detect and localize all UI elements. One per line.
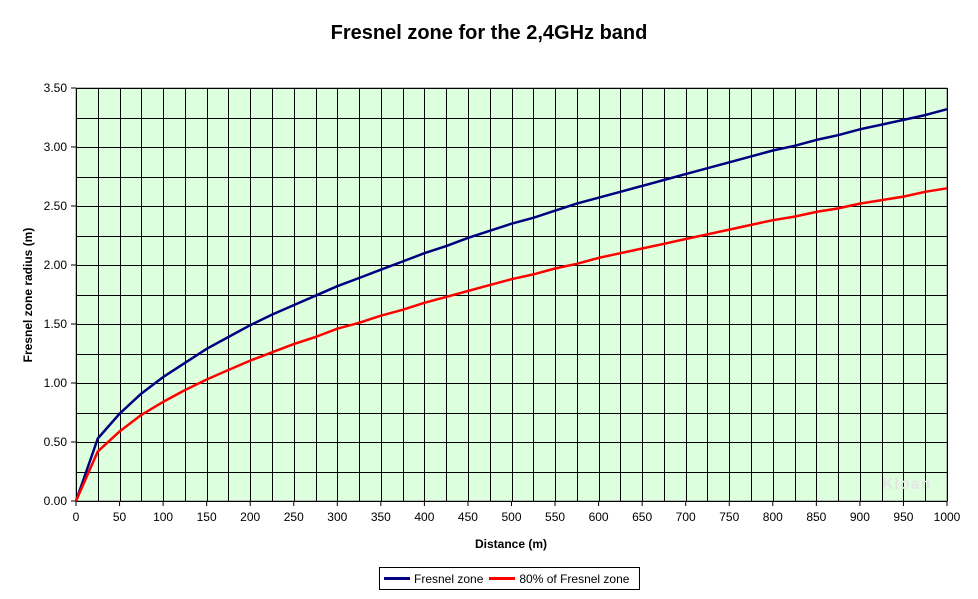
legend: Fresnel zone 80% of Fresnel zone <box>379 567 641 590</box>
legend-swatch-fresnel-zone <box>384 577 410 580</box>
series-line-80-percent <box>74 187 948 502</box>
y-tick-label: 2.50 <box>44 199 68 213</box>
x-tick-label: 600 <box>589 510 609 524</box>
legend-entry-80-percent: 80% of Fresnel zone <box>489 572 629 586</box>
x-tick-label: 550 <box>545 510 565 524</box>
x-tick-label: 950 <box>893 510 913 524</box>
y-tick-label: 3.50 <box>44 81 68 95</box>
x-tick-label: 650 <box>632 510 652 524</box>
x-tick-label: 100 <box>153 510 173 524</box>
x-tick-label: 200 <box>240 510 260 524</box>
grid-lines <box>76 88 948 502</box>
chart-title: Fresnel zone for the 2,4GHz band <box>330 22 648 44</box>
x-tick-label: 750 <box>719 510 739 524</box>
y-axis-ticks: 0.00 0.50 1.00 1.50 2.00 2.50 3.00 3.50 <box>44 81 76 508</box>
x-tick-label: 700 <box>676 510 696 524</box>
x-tick-label: 1000 <box>934 510 961 524</box>
x-tick-label: 350 <box>371 510 391 524</box>
x-tick-label: 250 <box>284 510 304 524</box>
series-layer <box>74 107 948 502</box>
legend-label-fresnel-zone: Fresnel zone <box>414 571 484 586</box>
y-tick-label: 0.00 <box>44 494 68 508</box>
x-tick-label: 50 <box>113 510 127 524</box>
x-tick-label: 300 <box>327 510 347 524</box>
legend-swatch-80-percent <box>489 577 516 580</box>
y-tick-label: 0.50 <box>44 435 68 449</box>
x-tick-label: 500 <box>501 510 521 524</box>
x-axis-ticks: 0 50 100 150 200 250 300 350 400 450 500 550 600 650 7… <box>73 501 961 524</box>
series-line-fresnel-zone <box>74 107 948 502</box>
x-tick-label: 450 <box>458 510 478 524</box>
legend-entry-fresnel-zone: Fresnel zone <box>384 572 483 586</box>
x-tick-label: 400 <box>414 510 434 524</box>
y-tick-label: 2.00 <box>44 258 68 272</box>
x-axis-label: Distance (m) <box>475 537 547 551</box>
x-tick-label: 850 <box>806 510 826 524</box>
y-tick-label: 3.00 <box>44 140 68 154</box>
y-tick-label: 1.50 <box>44 317 68 331</box>
x-tick-label: 0 <box>73 510 80 524</box>
y-tick-label: 1.00 <box>44 376 68 390</box>
x-tick-label: 900 <box>850 510 870 524</box>
x-tick-label: 800 <box>763 510 783 524</box>
legend-label-80-percent: 80% of Fresnel zone <box>519 571 630 586</box>
watermark: Kloan <box>882 476 932 493</box>
y-axis-label: Fresnel zone radius (m) <box>21 228 35 363</box>
x-tick-label: 150 <box>197 510 217 524</box>
